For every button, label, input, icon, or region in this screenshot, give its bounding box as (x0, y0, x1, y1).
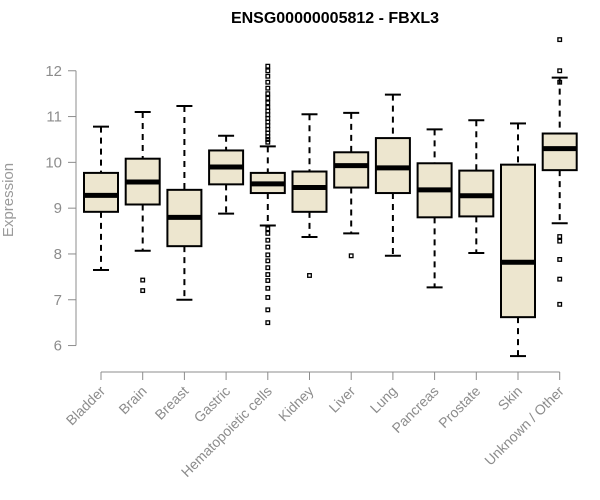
outlier-point (348, 253, 354, 259)
y-tick-label: 10 (45, 154, 62, 171)
x-tick-label: Prostate (435, 383, 483, 431)
y-tick-label: 8 (54, 246, 62, 263)
iqr-box (500, 163, 536, 319)
outlier-point (265, 134, 271, 140)
y-tick-label: 7 (54, 292, 62, 309)
outlier-point (557, 238, 563, 244)
box-hematopoietic-cells (249, 63, 286, 326)
x-tick-label: Lung (367, 383, 400, 416)
box-group (83, 37, 578, 358)
outlier-point (557, 276, 563, 282)
outlier-point (265, 95, 271, 101)
box-bladder (83, 125, 119, 271)
outlier-point (265, 320, 271, 326)
outlier-point (140, 277, 146, 283)
outlier-point (557, 257, 563, 262)
outlier-point (140, 288, 146, 294)
outlier-point (557, 234, 563, 240)
y-axis: 6 7 8 9 10 11 12 (45, 63, 77, 355)
box-kidney (291, 113, 328, 278)
outlier-point (265, 226, 271, 232)
y-tick-label: 6 (54, 338, 62, 355)
outlier-point (265, 237, 271, 243)
box-prostate (458, 119, 495, 255)
iqr-box (333, 151, 370, 189)
x-tick-label: Breast (152, 383, 192, 423)
box-gastric (208, 134, 245, 215)
outlier-point (265, 285, 271, 291)
outlier-point (265, 91, 271, 97)
x-tick-label: Unknown / Other (481, 383, 567, 469)
outlier-point (265, 252, 271, 258)
outlier-point (265, 258, 271, 264)
box-brain (124, 110, 161, 294)
outlier-point (265, 244, 271, 250)
box-lung (374, 93, 411, 257)
iqr-box (541, 132, 578, 172)
x-tick-label: Brain (115, 383, 149, 417)
outlier-point (265, 63, 271, 69)
box-breast (166, 105, 203, 301)
iqr-box (291, 170, 328, 213)
outlier-point (265, 137, 271, 142)
outlier-point (265, 68, 271, 74)
x-tick-label: Bladder (63, 383, 109, 429)
x-tick-label: Liver (326, 383, 359, 416)
outlier-point (265, 230, 271, 236)
chart-title: ENSG00000005812 - FBXL3 (231, 10, 439, 27)
box-liver (333, 111, 370, 259)
outlier-point (265, 85, 271, 91)
box-pancreas (416, 128, 453, 289)
outlier-point (557, 68, 563, 74)
y-tick-label: 12 (45, 63, 62, 80)
outlier-point (265, 73, 271, 79)
box-unknown-other (541, 37, 578, 307)
outlier-point (265, 295, 271, 300)
outlier-point (265, 79, 271, 85)
outlier-point (265, 100, 271, 106)
outlier-point (265, 272, 271, 278)
outlier-point (265, 307, 271, 313)
outlier-point (265, 278, 271, 283)
outlier-point (265, 139, 271, 145)
outlier-point (557, 301, 563, 307)
y-tick-label: 11 (46, 109, 62, 126)
outlier-point (307, 273, 312, 278)
y-axis-label: Expression (0, 163, 17, 237)
iqr-box (83, 171, 119, 213)
outlier-point (557, 37, 563, 43)
y-tick-label: 9 (54, 200, 62, 217)
box-skin (500, 122, 536, 358)
outlier-point (265, 265, 271, 271)
x-tick-label: Skin (495, 383, 526, 414)
outlier-point (557, 79, 563, 85)
x-tick-label: Kidney (275, 383, 317, 425)
